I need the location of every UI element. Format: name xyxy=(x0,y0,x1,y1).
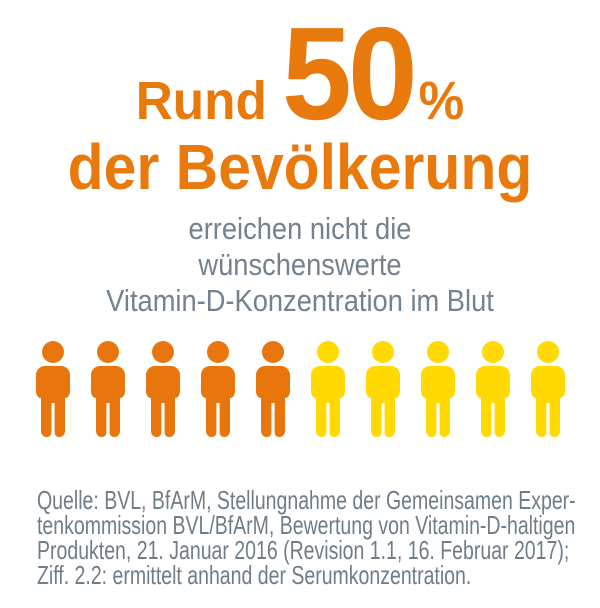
headline: Rund 50% der Bevölkerung xyxy=(0,8,600,201)
person-icon-remainder xyxy=(530,341,565,438)
person-icon-highlighted xyxy=(35,341,70,438)
source-line: Quelle: BVL, BfArM, Stellungnahme der Ge… xyxy=(37,485,576,515)
source-line: Ziff. 2.2: ermittelt anhand der Serumkon… xyxy=(37,560,472,590)
person-icon-remainder xyxy=(365,341,400,438)
source-line: tenkommission BVL/BfArM, Bewertung von V… xyxy=(37,510,576,540)
headline-line1: Rund 50% xyxy=(15,8,585,140)
person-icon-remainder xyxy=(310,341,345,438)
subtitle-line: erreichen nicht die xyxy=(188,211,412,247)
headline-prefix: Rund xyxy=(135,71,267,131)
person-icon-remainder xyxy=(420,341,455,438)
headline-value: 50 xyxy=(281,0,418,147)
subtitle: erreichen nicht die wünschenswerte Vitamin… xyxy=(36,211,564,319)
vitamin-d-infographic: Rund 50% der Bevölkerung erreichen nicht … xyxy=(0,8,600,608)
source-note: Quelle: BVL, BfArM, Stellungnahme der Ge… xyxy=(37,485,576,590)
person-icon-highlighted xyxy=(145,341,180,438)
person-icon-highlighted xyxy=(255,341,290,438)
source-line: Produkten, 21. Januar 2016 (Revision 1.1… xyxy=(37,535,570,565)
headline-line2: der Bevölkerung xyxy=(67,131,533,203)
subtitle-line: wünschenswerte xyxy=(198,247,402,283)
person-icon-highlighted xyxy=(200,341,235,438)
person-icon-highlighted xyxy=(90,341,125,438)
person-icon-remainder xyxy=(475,341,510,438)
pictograph-row xyxy=(0,341,600,438)
headline-percent-sign: % xyxy=(418,71,465,131)
subtitle-line: Vitamin-D-Konzentration im Blut xyxy=(106,283,494,319)
